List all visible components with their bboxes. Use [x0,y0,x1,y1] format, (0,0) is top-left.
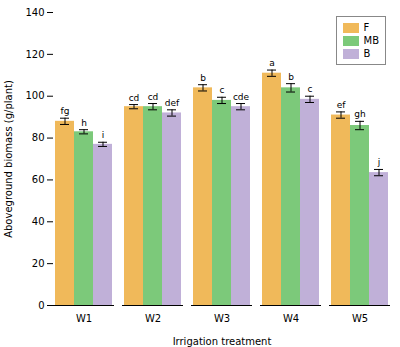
svg-text:80: 80 [32,132,45,143]
svg-text:W4: W4 [283,313,299,324]
svg-text:W1: W1 [76,313,92,324]
svg-text:c: c [220,85,225,95]
svg-text:cd: cd [148,92,159,102]
svg-text:ef: ef [337,100,347,110]
svg-text:gh: gh [354,109,365,119]
svg-text:cd: cd [129,93,140,103]
html-text:MB: MB [363,35,379,46]
svg-text:0: 0 [38,300,44,311]
svg-text:i: i [102,130,105,140]
svg-text:W3: W3 [214,313,230,324]
svg-text:j: j [377,157,381,167]
svg-text:def: def [165,98,180,108]
svg-text:cde: cde [233,92,250,102]
svg-text:20: 20 [32,258,45,269]
html-text:F: F [363,22,370,33]
svg-text:Irrigation treatment: Irrigation treatment [173,336,272,347]
svg-text:fg: fg [61,106,70,116]
svg-text:c: c [308,84,313,94]
svg-text:h: h [81,118,87,128]
svg-text:b: b [200,73,206,83]
svg-text:W2: W2 [145,313,161,324]
svg-text:W5: W5 [352,313,368,324]
svg-text:a: a [269,58,275,68]
svg-text:140: 140 [25,7,44,18]
svg-text:120: 120 [25,49,44,60]
svg-text:b: b [288,72,294,82]
html-text:B: B [363,48,371,59]
svg-text:Aboveground biomass (g/plant): Aboveground biomass (g/plant) [3,80,14,238]
svg-text:40: 40 [32,216,45,227]
svg-text:60: 60 [32,174,45,185]
svg-text:100: 100 [25,90,44,101]
